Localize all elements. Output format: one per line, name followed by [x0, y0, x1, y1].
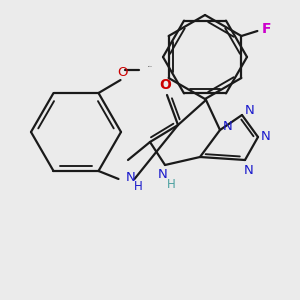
Text: N: N: [223, 119, 233, 133]
Text: N: N: [158, 169, 168, 182]
Text: H: H: [134, 181, 143, 194]
Text: N: N: [244, 164, 254, 176]
Text: N: N: [261, 130, 271, 143]
Text: H: H: [167, 178, 176, 191]
Text: O: O: [159, 78, 171, 92]
Text: N: N: [126, 172, 135, 184]
Text: F: F: [262, 22, 271, 36]
Text: methyl: methyl: [148, 65, 153, 67]
Text: N: N: [245, 104, 255, 118]
Text: O: O: [117, 65, 128, 79]
